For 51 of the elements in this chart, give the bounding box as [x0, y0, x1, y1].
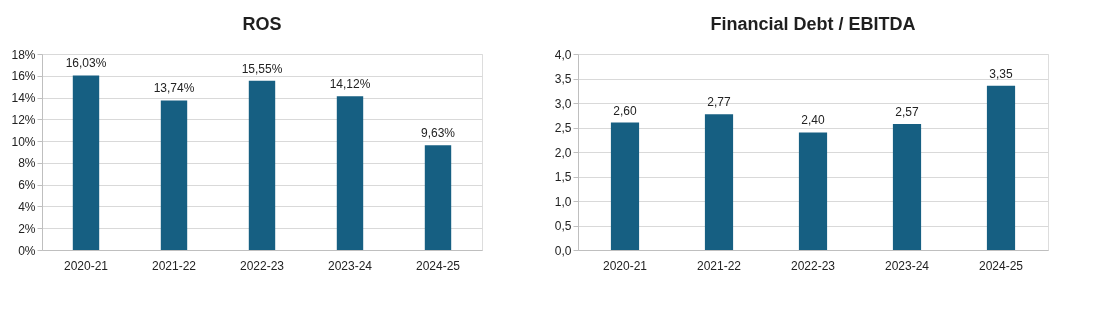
y-tick-label: 2,5 — [554, 121, 572, 135]
x-tick-label: 2024-25 — [415, 258, 461, 273]
x-tick-label: 2022-23 — [239, 258, 285, 273]
chart-title: Financial Debt / EBITDA — [710, 14, 916, 34]
bar — [704, 114, 734, 250]
bar — [610, 122, 640, 250]
x-tick-label: 2020-21 — [602, 258, 648, 273]
x-tick-label: 2024-25 — [978, 258, 1024, 273]
y-tick-label: 4,0 — [554, 47, 572, 62]
bar — [336, 96, 364, 250]
y-tick-label: 14% — [11, 91, 36, 106]
x-tick-label: 2023-24 — [327, 258, 373, 273]
bar — [892, 124, 922, 250]
x-tick-label: 2021-22 — [696, 258, 742, 273]
x-tick-label: 2020-21 — [63, 258, 109, 273]
data-label: 14,12% — [329, 77, 371, 92]
y-tick-label: 2,0 — [554, 145, 572, 160]
y-tick-label: 2% — [18, 221, 36, 236]
bar — [248, 80, 276, 250]
y-tick-label: 18% — [11, 47, 36, 62]
y-tick-label: 3,5 — [554, 72, 572, 86]
data-label: 2,60 — [613, 103, 637, 118]
y-tick-label: 0,0 — [554, 243, 572, 258]
x-tick-label: 2021-22 — [151, 258, 197, 273]
bar — [986, 85, 1016, 250]
y-tick-label: 4% — [18, 199, 36, 214]
bar — [72, 75, 100, 250]
y-tick-label: 16% — [11, 69, 36, 84]
data-label: 2,77 — [707, 95, 731, 110]
data-label: 16,03% — [65, 56, 107, 71]
y-tick-label: 10% — [11, 134, 36, 149]
y-tick-label: 3,0 — [554, 96, 572, 111]
y-tick-label: 0,5 — [554, 219, 572, 233]
y-tick-label: 8% — [18, 156, 36, 171]
data-label: 2,57 — [895, 105, 919, 120]
x-tick-label: 2022-23 — [790, 258, 836, 273]
y-tick-label: 1,5 — [554, 170, 572, 184]
y-tick-label: 6% — [18, 178, 36, 193]
data-label: 2,40 — [801, 113, 825, 128]
y-tick-label: 1,0 — [554, 194, 572, 209]
data-label: 3,35 — [989, 66, 1013, 81]
bar — [424, 145, 452, 250]
bar — [160, 100, 188, 250]
bar — [798, 132, 828, 250]
data-label: 13,74% — [153, 81, 195, 96]
y-tick-label: 0% — [18, 243, 36, 258]
x-tick-label: 2023-24 — [884, 258, 930, 273]
data-label: 9,63% — [420, 126, 456, 141]
y-tick-label: 12% — [11, 112, 36, 127]
chart-title: ROS — [242, 14, 282, 34]
data-label: 15,55% — [241, 61, 283, 76]
